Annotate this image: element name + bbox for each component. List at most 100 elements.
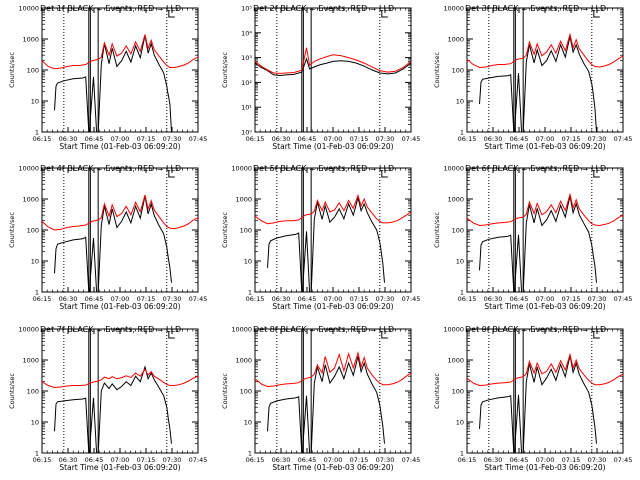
series-line-events	[479, 36, 597, 133]
bracket-marker	[168, 10, 175, 18]
y-tick-label: 10	[244, 258, 252, 266]
panel-4: Det 4f BLACK = Events, RED = LLD11010010…	[8, 164, 207, 311]
y-tick-label: 1000	[235, 357, 252, 365]
x-axis-label: Start Time (01-Feb-03 06:09:20)	[484, 302, 605, 311]
x-tick-label: 07:15	[137, 135, 156, 143]
x-tick-label: 06:45	[298, 295, 317, 303]
y-tick-label: 10	[31, 419, 39, 427]
x-tick-label: 07:00	[324, 135, 343, 143]
x-tick-label: 07:15	[350, 456, 369, 464]
series-line-events	[54, 195, 172, 293]
x-tick-label: 07:45	[614, 135, 633, 143]
x-tick-label: 06:15	[33, 295, 52, 303]
y-tick-label: 100	[240, 227, 252, 235]
x-tick-label: 06:45	[85, 456, 104, 464]
y-tick-label: 1	[35, 129, 39, 137]
y-axis-label: Counts/sec	[221, 373, 229, 409]
x-tick-label: 06:15	[458, 135, 477, 143]
series-line-events	[479, 195, 597, 293]
series-line-events	[254, 57, 412, 77]
x-tick-label: 06:15	[246, 456, 265, 464]
x-tick-label: 06:45	[85, 295, 104, 303]
bracket-marker	[381, 331, 388, 339]
y-tick-label: 10	[31, 98, 39, 106]
x-tick-label: 06:45	[298, 135, 317, 143]
x-tick-label: 07:15	[137, 295, 156, 303]
y-tick-label: 10000	[18, 5, 39, 13]
x-tick-label: 06:30	[272, 135, 291, 143]
y-tick-label: 100	[27, 67, 39, 75]
x-tick-label: 06:45	[85, 135, 104, 143]
series-line-events	[54, 35, 172, 133]
bracket-marker	[381, 170, 388, 178]
y-tick-label: 10000	[231, 165, 252, 173]
y-tick-label: 1	[35, 450, 39, 458]
y-tick-label: 1	[248, 289, 252, 297]
panel-1: Det 1f BLACK = Events, RED = LLD11010010…	[8, 4, 207, 151]
x-tick-label: 06:30	[59, 456, 78, 464]
panel-9: Det 9f BLACK = Events, RED = LLD11010010…	[433, 325, 632, 472]
x-tick-label: 07:15	[350, 135, 369, 143]
x-tick-label: 07:30	[376, 456, 395, 464]
x-tick-label: 07:30	[376, 295, 395, 303]
x-tick-label: 06:45	[510, 295, 529, 303]
bracket-marker	[381, 10, 388, 18]
x-tick-label: 07:45	[614, 295, 633, 303]
y-tick-label: 1	[35, 289, 39, 297]
y-tick-label: 10000	[443, 165, 464, 173]
x-tick-label: 07:15	[137, 456, 156, 464]
x-axis-label: Start Time (01-Feb-03 06:09:20)	[59, 142, 180, 151]
series-line-lld	[466, 352, 624, 387]
y-tick-label: 10000	[231, 326, 252, 334]
x-axis-label: Start Time (01-Feb-03 06:09:20)	[59, 463, 180, 472]
x-tick-label: 06:30	[272, 295, 291, 303]
y-tick-label: 100	[452, 388, 464, 396]
y-tick-label: 10⁰	[241, 129, 252, 137]
y-axis-label: Counts/sec	[8, 52, 16, 88]
plot-frame	[254, 7, 412, 133]
y-tick-label: 10¹	[241, 104, 252, 112]
y-axis-label: Counts/sec	[433, 212, 441, 248]
x-tick-label: 06:15	[33, 456, 52, 464]
y-axis-label: Counts/sec	[433, 52, 441, 88]
y-tick-label: 10000	[443, 326, 464, 334]
y-axis-label: Counts/sec	[8, 212, 16, 248]
y-axis-label: Counts/sec	[221, 52, 229, 88]
y-tick-label: 10²	[241, 79, 252, 87]
x-tick-label: 06:30	[484, 295, 503, 303]
plot-frame	[466, 328, 624, 454]
x-tick-label: 07:45	[402, 135, 421, 143]
y-tick-label: 1000	[22, 36, 39, 44]
x-tick-label: 06:15	[246, 135, 265, 143]
plot-frame	[254, 328, 412, 454]
bracket-marker	[593, 10, 600, 18]
x-tick-label: 07:45	[189, 135, 208, 143]
x-tick-label: 07:15	[350, 295, 369, 303]
panel-2: Det 2f BLACK = Events, RED = LLD10⁰10¹10…	[221, 4, 420, 151]
x-tick-label: 07:00	[111, 456, 130, 464]
x-tick-label: 07:00	[536, 456, 555, 464]
series-line-lld	[466, 32, 624, 69]
x-tick-label: 07:30	[588, 295, 607, 303]
x-axis-label: Start Time (01-Feb-03 06:09:20)	[59, 302, 180, 311]
x-tick-label: 06:30	[272, 456, 291, 464]
y-tick-label: 10000	[443, 5, 464, 13]
series-line-events	[267, 356, 385, 454]
x-tick-label: 07:30	[163, 456, 182, 464]
x-axis-label: Start Time (01-Feb-03 06:09:20)	[272, 463, 393, 472]
series-line-lld	[41, 34, 199, 70]
x-tick-label: 07:30	[163, 135, 182, 143]
x-tick-label: 06:45	[510, 456, 529, 464]
x-tick-label: 07:00	[324, 295, 343, 303]
x-axis-label: Start Time (01-Feb-03 06:09:20)	[272, 142, 393, 151]
x-tick-label: 07:45	[402, 295, 421, 303]
x-tick-label: 06:30	[484, 456, 503, 464]
y-tick-label: 1	[460, 450, 464, 458]
x-tick-label: 06:45	[510, 135, 529, 143]
x-tick-label: 07:15	[562, 295, 581, 303]
plot-frame	[466, 7, 624, 133]
series-line-lld	[41, 194, 199, 231]
x-tick-label: 07:45	[402, 456, 421, 464]
y-axis-label: Counts/sec	[433, 373, 441, 409]
